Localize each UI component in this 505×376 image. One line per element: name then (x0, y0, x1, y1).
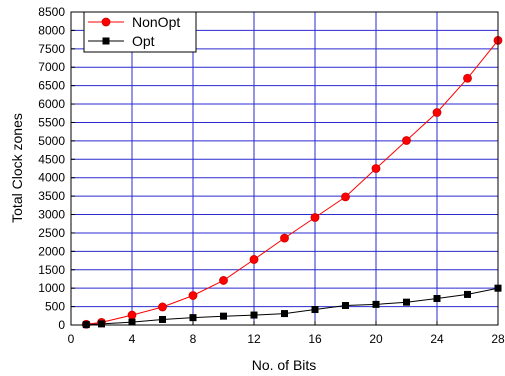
legend-label-opt: Opt (132, 33, 155, 49)
data-point-nonopt (402, 136, 411, 145)
legend-label-nonopt: NonOpt (132, 14, 180, 30)
plot-area (71, 12, 498, 325)
data-point-opt (220, 312, 227, 320)
y-tick-label: 2000 (38, 244, 65, 258)
y-tick-label: 8000 (38, 23, 65, 37)
y-tick-label: 7000 (38, 60, 65, 74)
y-tick-label: 1500 (38, 263, 65, 277)
data-point-opt (250, 311, 258, 319)
data-point-opt (403, 298, 410, 306)
x-tick-label: 28 (491, 332, 505, 346)
legend-marker-nonopt (101, 17, 111, 27)
y-tick-label: 4000 (38, 171, 65, 185)
x-tick-label: 0 (68, 332, 75, 346)
x-tick-label: 20 (369, 332, 383, 346)
y-tick-label: 2500 (38, 226, 65, 240)
axis-ticks (70, 11, 499, 326)
data-point-opt (342, 301, 349, 309)
data-point-opt (372, 300, 380, 308)
y-tick-label: 7500 (38, 42, 65, 56)
data-point-nonopt (158, 302, 167, 312)
data-point-nonopt (432, 108, 442, 117)
legend: NonOpt Opt (83, 11, 197, 53)
y-tick-label: 0 (58, 318, 65, 332)
y-tick-label: 6000 (38, 97, 65, 111)
data-point-nonopt (280, 233, 289, 243)
y-tick-label: 5000 (38, 134, 65, 148)
data-point-nonopt (249, 255, 259, 264)
data-point-nonopt (188, 291, 198, 300)
y-tick-label: 8500 (38, 5, 65, 19)
data-point-opt (159, 315, 166, 323)
x-tick-label: 8 (190, 332, 197, 346)
data-point-opt (281, 310, 288, 318)
grid-lines (71, 12, 498, 325)
data-point-nonopt (310, 213, 320, 222)
data-point-opt (311, 306, 319, 314)
y-tick-label: 500 (45, 300, 65, 314)
data-point-nonopt (219, 276, 228, 285)
data-point-opt (189, 314, 197, 322)
legend-marker-opt (102, 37, 110, 45)
x-tick-label: 16 (308, 332, 322, 346)
data-point-opt (464, 290, 471, 298)
data-point-nonopt (371, 164, 381, 173)
y-tick-labels: 0 500 1000 1500 2000 2500 3000 3500 4000 4500 5000… (38, 5, 65, 332)
y-tick-label: 5500 (38, 115, 65, 129)
plot-frame (70, 11, 499, 326)
y-tick-label: 3500 (38, 189, 65, 203)
y-tick-label: 6500 (38, 79, 65, 93)
data-point-nonopt (463, 73, 472, 83)
x-tick-label: 12 (247, 332, 261, 346)
legend-box (83, 11, 197, 53)
y-axis-title: Total Clock zones (9, 113, 25, 223)
x-tick-labels: 0 4 8 12 16 20 24 28 (68, 332, 505, 346)
y-tick-label: 3000 (38, 208, 65, 222)
x-tick-label: 4 (129, 332, 136, 346)
y-tick-label: 4500 (38, 152, 65, 166)
data-point-nonopt (341, 192, 350, 202)
data-point-opt (98, 320, 105, 328)
y-tick-label: 1000 (38, 281, 65, 295)
data-point-opt (433, 294, 441, 302)
x-tick-label: 24 (430, 332, 444, 346)
x-axis-title: No. of Bits (252, 357, 317, 373)
series-markers (81, 35, 503, 329)
data-point-nonopt (127, 310, 137, 320)
